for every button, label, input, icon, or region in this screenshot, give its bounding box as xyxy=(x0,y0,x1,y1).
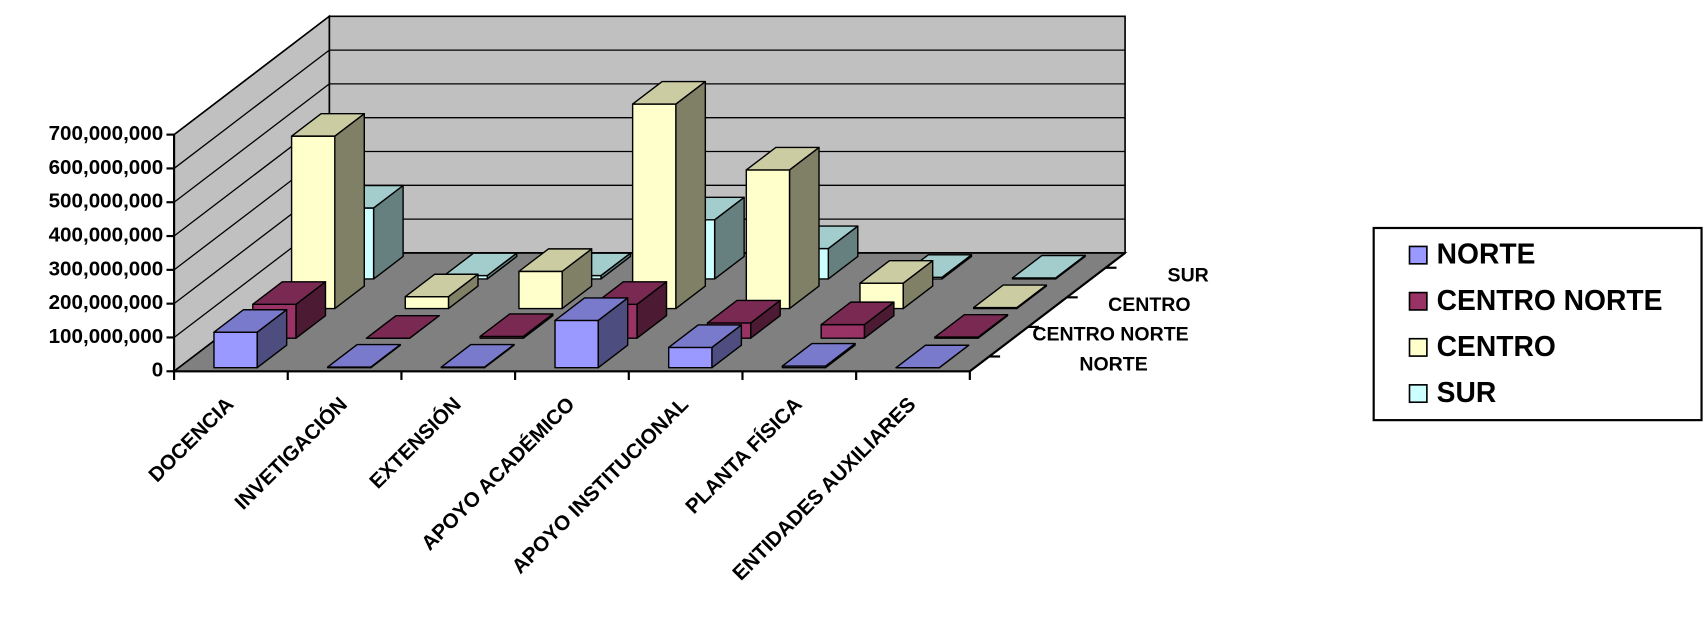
bar xyxy=(213,309,288,369)
x-tick-label: ENTIDADES AUXILIARES xyxy=(728,393,920,585)
legend-label: CENTRO xyxy=(1437,330,1556,362)
bar-top xyxy=(365,314,440,339)
bar-front xyxy=(820,323,866,339)
legend-swatch xyxy=(1408,337,1428,357)
bar xyxy=(667,324,743,369)
bar-top xyxy=(326,343,402,368)
bar-top xyxy=(554,297,629,322)
bar xyxy=(290,112,365,310)
bar-front xyxy=(404,296,450,310)
bar-front xyxy=(631,103,677,310)
y-tick-label: 0 xyxy=(152,359,163,382)
bar xyxy=(631,80,707,310)
bar-side xyxy=(788,146,820,310)
x-tick-label: INVETIGACIÓN xyxy=(230,392,352,514)
grid-line xyxy=(173,15,1126,136)
legend-swatch xyxy=(1408,384,1428,404)
bar-top xyxy=(440,343,515,368)
bar-front xyxy=(213,331,258,369)
bar-side xyxy=(675,80,707,310)
bar-top xyxy=(820,301,895,326)
legend-label: CENTRO NORTE xyxy=(1437,284,1663,316)
bar-top xyxy=(859,260,934,284)
legend-swatch xyxy=(1408,291,1428,311)
x-tick-label: PLANTA FÍSICA xyxy=(681,393,807,519)
depth-axis xyxy=(969,252,1126,373)
bar-top xyxy=(934,313,1009,338)
y-tick-label: 200,000,000 xyxy=(49,291,164,314)
bar-top xyxy=(667,324,743,349)
bar xyxy=(554,297,629,369)
bar-top xyxy=(290,112,365,137)
legend-swatch xyxy=(1408,245,1428,265)
bar-front xyxy=(554,319,599,369)
bar-top xyxy=(213,309,288,333)
bar-top xyxy=(895,344,970,369)
legend-box xyxy=(1372,226,1703,422)
bar-side xyxy=(334,112,365,310)
bar xyxy=(440,343,515,369)
y-tick-label: 400,000,000 xyxy=(49,223,164,246)
bar xyxy=(1011,254,1086,280)
bar xyxy=(479,313,554,339)
bar xyxy=(326,343,402,369)
bar-top xyxy=(252,281,327,306)
bar xyxy=(745,146,820,310)
depth-tick-label: CENTRO xyxy=(1108,294,1190,316)
bar-top xyxy=(479,313,554,338)
bar xyxy=(404,273,479,310)
y-tick-label: 600,000,000 xyxy=(49,156,164,179)
y-tick-label: 300,000,000 xyxy=(49,257,164,280)
bar-top xyxy=(631,80,707,105)
bar-top xyxy=(518,248,593,273)
bar-top xyxy=(781,342,856,367)
legend-label: NORTE xyxy=(1437,238,1536,270)
x-tick-label: DOCENCIA xyxy=(144,393,238,487)
bar xyxy=(820,301,895,339)
legend-label: SUR xyxy=(1437,376,1497,408)
bar xyxy=(934,313,1009,339)
bar xyxy=(781,342,856,369)
grid-line xyxy=(173,83,1126,203)
bar-front xyxy=(745,169,791,310)
bar-front xyxy=(667,346,713,369)
depth-tick-label: NORTE xyxy=(1079,353,1147,375)
y-tick-label: 100,000,000 xyxy=(49,325,164,348)
y-tick-label: 700,000,000 xyxy=(49,122,164,145)
bar-top xyxy=(706,299,781,324)
x-tick-label: EXTENSIÓN xyxy=(364,392,465,493)
bar-top xyxy=(972,284,1048,309)
y-tick-label: 500,000,000 xyxy=(49,190,164,213)
bar xyxy=(895,344,970,369)
depth-tick-label: SUR xyxy=(1168,265,1209,287)
bar-top xyxy=(1011,254,1086,279)
bar xyxy=(365,314,440,339)
depth-tick-label: CENTRO NORTE xyxy=(1032,324,1188,346)
bar-top xyxy=(404,273,479,298)
bar xyxy=(972,284,1048,310)
bar-top xyxy=(745,146,820,171)
bar-front xyxy=(518,270,563,310)
grid-line xyxy=(173,49,1126,169)
bar xyxy=(518,248,593,310)
